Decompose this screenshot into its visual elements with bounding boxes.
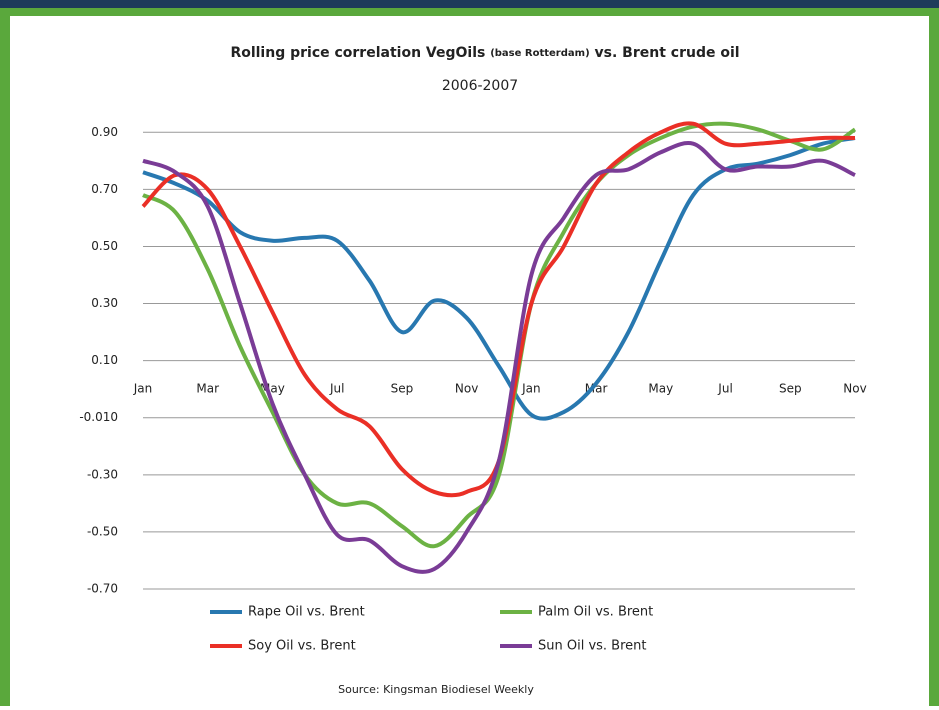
- legend-label: Soy Oil vs. Brent: [248, 639, 356, 654]
- legend-label: Palm Oil vs. Brent: [538, 605, 653, 620]
- y-tick-label: -0.50: [87, 524, 118, 538]
- legend-label: Rape Oil vs. Brent: [248, 605, 365, 620]
- x-tick-label: Nov: [843, 382, 866, 396]
- y-tick-label: -0.70: [87, 582, 118, 596]
- chart-title: Rolling price correlation VegOils (base …: [230, 45, 739, 61]
- x-tick-label: Jul: [329, 382, 344, 396]
- x-tick-label: Jul: [717, 382, 732, 396]
- title-part: (base Rotterdam): [490, 48, 589, 59]
- title-part: Rolling price correlation VegOils: [230, 45, 485, 61]
- y-tick-label: -0.010: [79, 410, 118, 424]
- x-tick-label: Nov: [455, 382, 478, 396]
- title-part: vs. Brent crude oil: [595, 45, 740, 61]
- y-tick-label: 0.90: [91, 125, 118, 139]
- y-tick-label: 0.30: [91, 296, 118, 310]
- x-tick-label: Jan: [133, 382, 153, 396]
- legend-label: Sun Oil vs. Brent: [538, 639, 647, 654]
- top-strip: [0, 0, 939, 8]
- x-tick-label: May: [648, 382, 673, 396]
- x-tick-label: Sep: [779, 382, 802, 396]
- x-tick-label: Sep: [391, 382, 414, 396]
- x-tick-label: Jan: [521, 382, 541, 396]
- page: Rolling price correlation VegOils (base …: [0, 0, 939, 706]
- subtitle: 2006-2007: [442, 78, 518, 94]
- y-tick-label: 0.10: [91, 353, 118, 367]
- y-tick-label: 0.70: [91, 182, 118, 196]
- x-tick-label: Mar: [196, 382, 219, 396]
- y-tick-label: -0.30: [87, 467, 118, 481]
- source: Source: Kingsman Biodiesel Weekly: [338, 683, 534, 696]
- y-tick-label: 0.50: [91, 239, 118, 253]
- chart: Rolling price correlation VegOils (base …: [0, 0, 939, 706]
